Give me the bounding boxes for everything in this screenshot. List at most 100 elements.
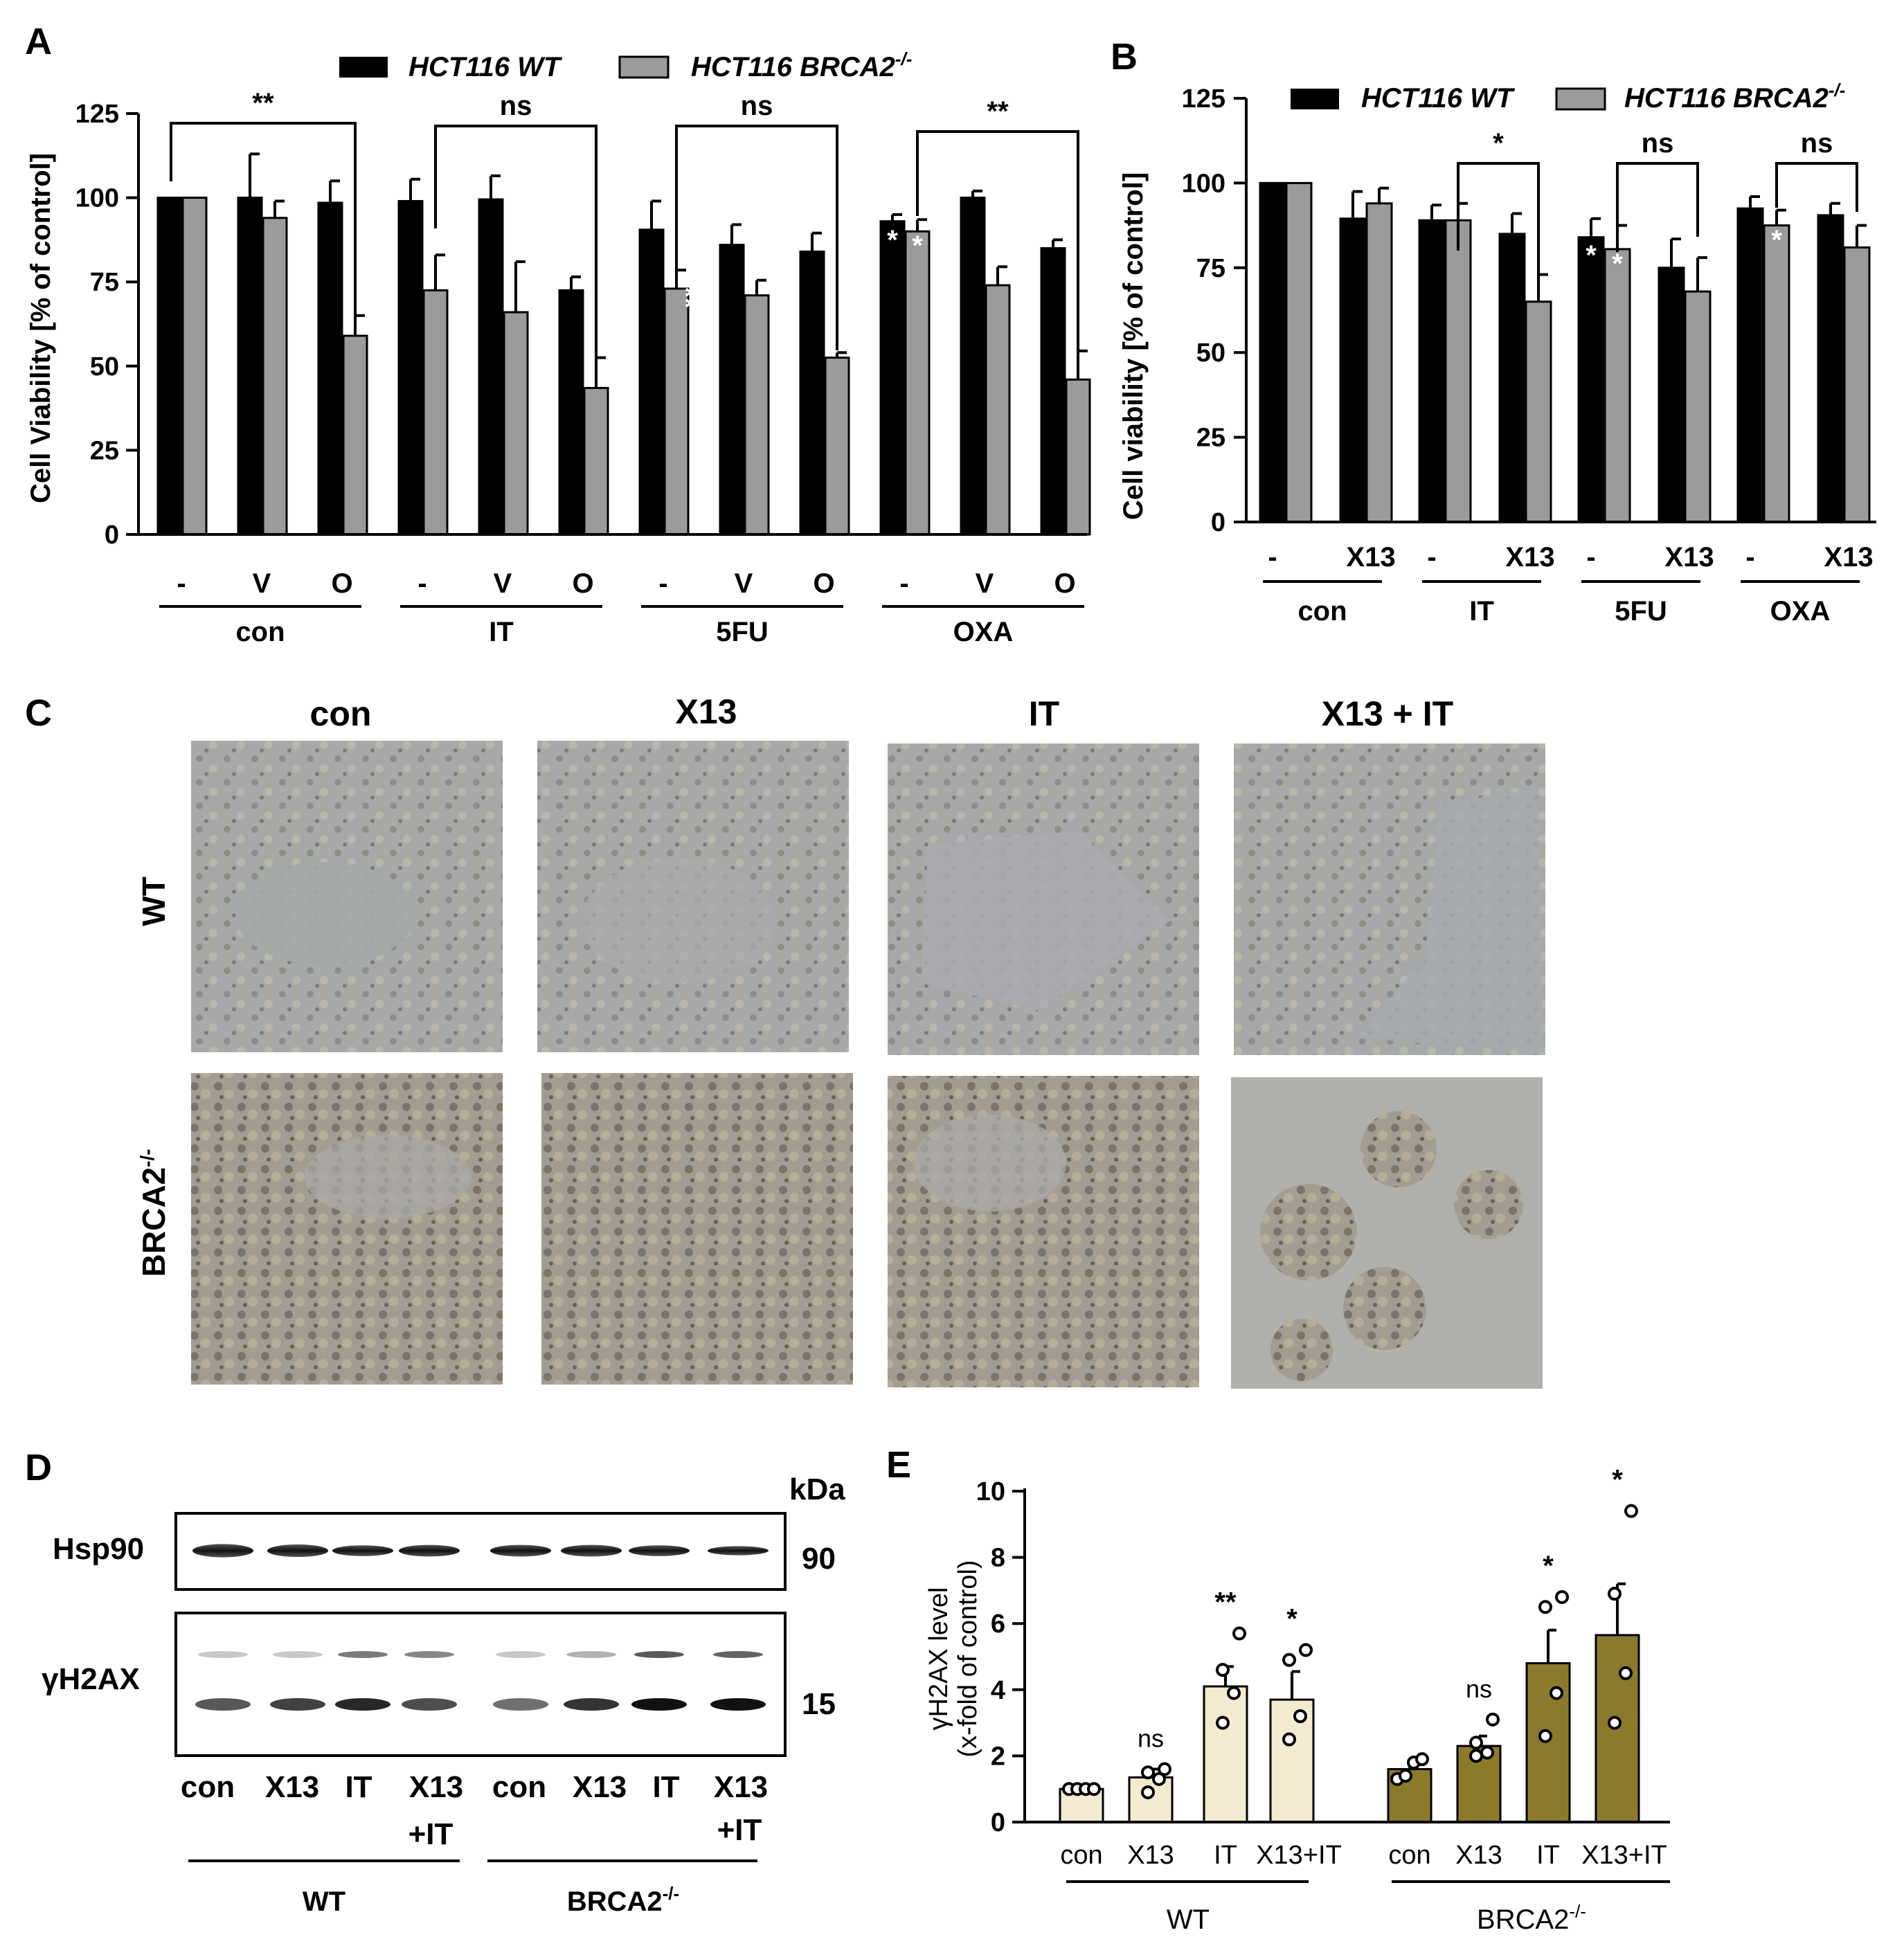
legend-a-wt: HCT116 WT xyxy=(408,52,563,82)
xlabel-e: IT xyxy=(1536,1841,1560,1870)
bar-b-wt xyxy=(1418,219,1446,523)
group-label-b: con xyxy=(1297,596,1347,627)
xlabel-a: V xyxy=(494,568,512,599)
panel-c-col-con: con xyxy=(310,694,372,733)
point-e xyxy=(1538,1600,1552,1614)
a-ytick-label: 100 xyxy=(75,184,119,213)
blot-hsp90-box xyxy=(174,1512,787,1591)
point-e xyxy=(1141,1765,1155,1780)
band-hsp90 xyxy=(561,1544,622,1557)
point-e xyxy=(1232,1626,1246,1641)
bracket-b-label: ns xyxy=(1642,128,1674,159)
legend-a-wt-swatch xyxy=(339,57,388,78)
in-bar-mark-a: * xyxy=(887,225,898,255)
point-e xyxy=(1538,1729,1552,1743)
point-e xyxy=(1469,1749,1483,1763)
band-hsp90 xyxy=(267,1544,328,1557)
e-ytick-label: 8 xyxy=(991,1544,1005,1573)
panel-c-row-brca2: BRCA2-/- xyxy=(136,1149,172,1277)
b-ytick-label: 25 xyxy=(1196,424,1225,453)
bar-b-wt xyxy=(1817,214,1844,523)
bar-b-brca2 xyxy=(1763,224,1790,523)
e-ytick-label: 10 xyxy=(976,1477,1005,1506)
band-hsp90 xyxy=(490,1544,551,1557)
group-label-a: con xyxy=(235,617,285,647)
point-e xyxy=(1624,1504,1638,1518)
bracket-a-label: ns xyxy=(500,91,532,121)
point-e xyxy=(1469,1736,1483,1750)
lane-label: con xyxy=(492,1770,546,1804)
bar-a-wt xyxy=(638,228,665,536)
bracket-b xyxy=(1775,162,1858,212)
panel-a-ylabel: Cell Viability [% of control] xyxy=(26,153,56,503)
bar-a-brca2 xyxy=(985,284,1011,536)
protein-hsp90: Hsp90 xyxy=(53,1532,144,1566)
band-gh2ax-upper xyxy=(338,1651,388,1658)
lane-label: IT xyxy=(652,1770,679,1804)
xlabel-b: X13 xyxy=(1505,542,1554,573)
panel-b-label: B xyxy=(1111,36,1138,78)
xlabel-e: IT xyxy=(1214,1841,1237,1870)
in-bar-mark-b: * xyxy=(1771,225,1782,255)
xlabel-e: con xyxy=(1388,1841,1430,1870)
sig-e: ns xyxy=(1138,1724,1164,1753)
a-ytick-label: 75 xyxy=(90,268,119,297)
panel-e: E γH2AX level (x-fold of control) 0 2 4 6 8 1… xyxy=(886,1444,1670,1935)
bar-a-wt xyxy=(558,289,584,536)
bar-e xyxy=(1595,1634,1640,1823)
panel-e-xlabels: con X13 IT X13+IT con X13 IT X13+IT xyxy=(1060,1841,1667,1870)
panel-b-yaxis-ticks: 0 25 50 75 100 125 xyxy=(1182,84,1246,537)
blot-group-wt: WT xyxy=(303,1886,345,1917)
in-bar-mark-b: * xyxy=(1612,249,1623,279)
lane-label: X13 xyxy=(265,1770,319,1804)
bar-b-brca2 xyxy=(1604,248,1631,523)
xlabel-a: O xyxy=(1054,568,1075,599)
sig-e: * xyxy=(1612,1465,1623,1495)
bar-b-brca2 xyxy=(1285,181,1313,523)
bar-e xyxy=(1203,1685,1248,1823)
bar-a-wt xyxy=(156,197,183,536)
xlabel-a: O xyxy=(572,568,593,599)
point-e xyxy=(1399,1769,1412,1783)
b-ytick-label: 0 xyxy=(1211,508,1225,537)
bracket-b-label: ns xyxy=(1801,128,1833,159)
point-e xyxy=(1486,1712,1500,1727)
bracket-a-label: ns xyxy=(741,91,773,121)
xlabel-a: - xyxy=(417,568,426,599)
band-gh2ax-lower xyxy=(564,1698,619,1711)
b-ytick-label: 100 xyxy=(1182,169,1225,198)
bar-b-brca2 xyxy=(1365,202,1393,523)
bar-a-brca2 xyxy=(503,311,529,536)
bar-a-brca2 xyxy=(904,230,931,536)
legend-b-wt-swatch xyxy=(1291,89,1339,109)
panel-b-ylabel: Cell viability [% of control] xyxy=(1118,172,1149,520)
bracket-a xyxy=(170,122,357,324)
bar-a-wt xyxy=(1040,247,1066,536)
bracket-b xyxy=(1616,162,1699,252)
bar-a-brca2 xyxy=(342,334,368,536)
panel-c-row-wt: WT xyxy=(136,876,172,926)
micrograph-wt-con xyxy=(191,741,503,1052)
band-gh2ax-lower xyxy=(402,1698,457,1711)
lane-label-line2: +IT xyxy=(717,1813,762,1847)
xlabel-b: - xyxy=(1745,542,1754,573)
micrograph-wt-it xyxy=(888,744,1199,1055)
bar-a-brca2 xyxy=(262,217,288,536)
band-hsp90 xyxy=(332,1545,393,1556)
xlabel-e: con xyxy=(1060,1841,1102,1870)
band-gh2ax-lower xyxy=(335,1698,390,1711)
xlabel-a: V xyxy=(253,568,271,599)
point-e xyxy=(1619,1666,1633,1680)
bar-b-brca2 xyxy=(1525,300,1552,523)
bar-e xyxy=(1525,1662,1571,1823)
lane-label: X13 xyxy=(714,1770,768,1804)
band-gh2ax-lower xyxy=(493,1698,548,1711)
band-gh2ax-lower xyxy=(195,1698,251,1711)
band-gh2ax-upper xyxy=(273,1651,323,1658)
bar-e xyxy=(1269,1698,1315,1823)
xlabel-a: - xyxy=(899,568,908,599)
point-e xyxy=(1227,1686,1241,1700)
lane-label: X13 xyxy=(409,1770,463,1804)
lane-label: IT xyxy=(345,1770,372,1804)
